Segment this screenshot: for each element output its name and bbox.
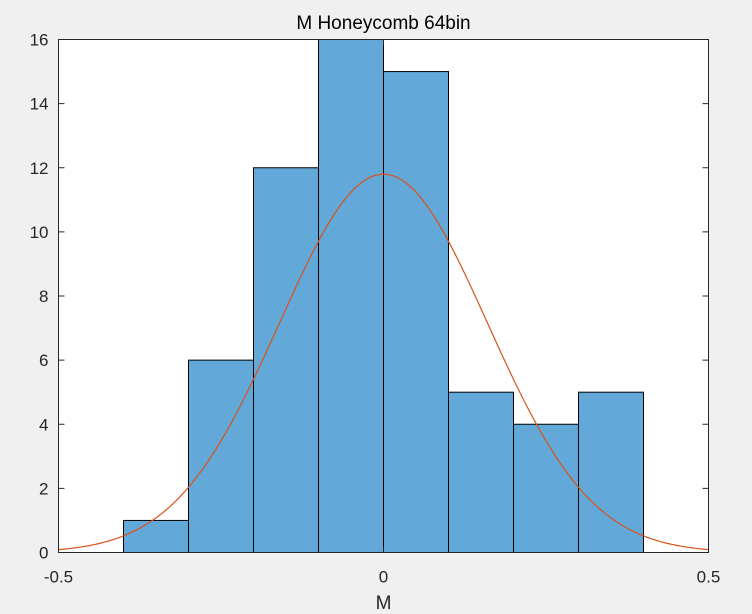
fit-curve — [58, 173, 709, 551]
histogram-bar — [318, 39, 384, 553]
x-tick-label: 0 — [379, 568, 388, 587]
histogram-bar — [253, 167, 319, 553]
histogram-bar — [383, 71, 449, 553]
y-tick-label: 4 — [39, 415, 48, 434]
histogram-bar — [448, 391, 514, 553]
y-tick-label: 0 — [39, 544, 48, 563]
y-tick-label: 6 — [39, 351, 48, 370]
histogram-bar — [513, 423, 579, 553]
x-tick-label: -0.5 — [44, 568, 73, 587]
histogram-bar — [188, 359, 254, 553]
y-tick-label: 12 — [30, 159, 49, 178]
chart-title: M Honeycomb 64bin — [296, 13, 470, 34]
x-axis-label: M — [376, 593, 392, 614]
x-tick-label: 0.5 — [697, 568, 721, 587]
y-tick-label: 10 — [30, 223, 49, 242]
y-tick-label: 8 — [39, 287, 48, 306]
y-tick-label: 2 — [39, 479, 48, 498]
ticks-group: 0 2 4 6 8 10 12 14 16 -0.5 0 0.5 — [30, 31, 721, 587]
y-tick-label: 14 — [30, 95, 49, 114]
histogram-bar — [123, 519, 189, 553]
histogram-bar — [578, 391, 644, 553]
bars-group — [123, 39, 644, 553]
y-tick-label: 16 — [30, 31, 49, 50]
